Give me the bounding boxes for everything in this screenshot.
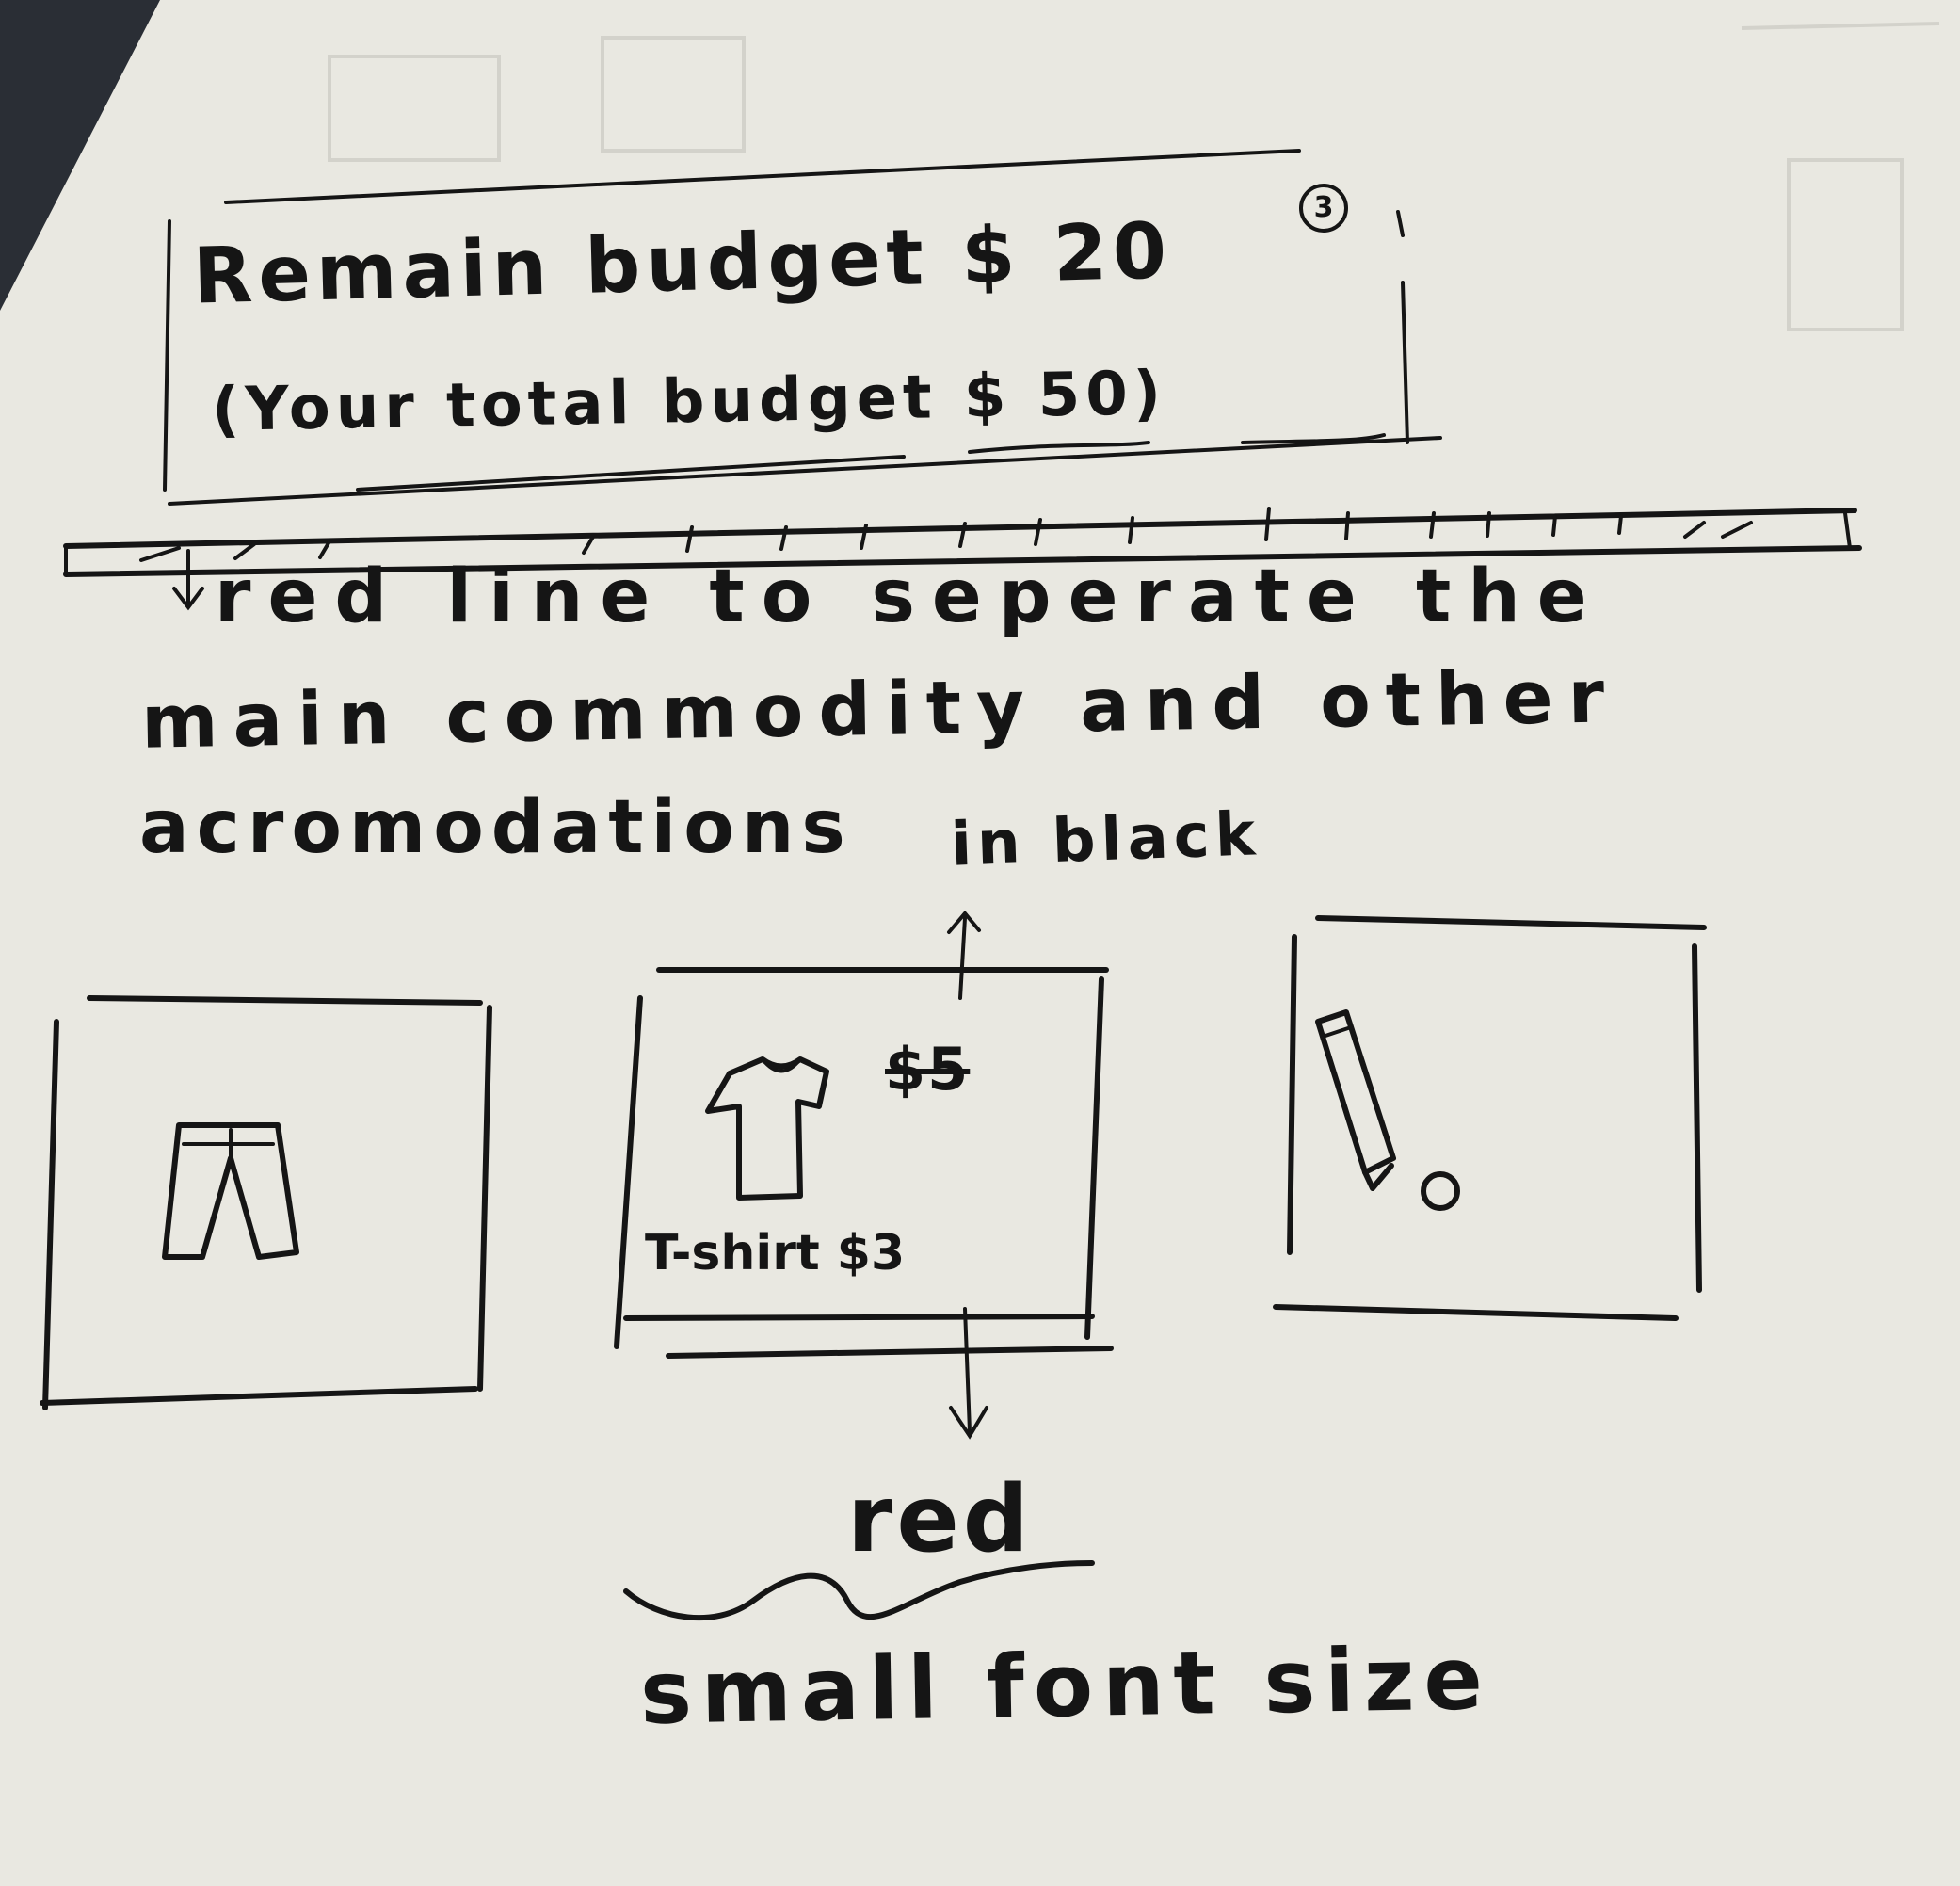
separator-red-line bbox=[63, 507, 1862, 611]
product-card-pencil[interactable] bbox=[1273, 915, 1707, 1321]
divider-note-line1: red line to seperate the bbox=[215, 555, 1604, 639]
total-budget-text: (Your total budget $ 50) bbox=[211, 359, 1167, 445]
arrow-to-red-note bbox=[949, 1307, 988, 1440]
product-card-pants[interactable] bbox=[40, 995, 492, 1410]
eraser-icon bbox=[1421, 1171, 1460, 1211]
pencil-icon bbox=[1315, 1009, 1396, 1191]
arrow-to-price bbox=[947, 910, 981, 1000]
divider-note-line3: acromodations bbox=[139, 785, 853, 870]
budget-underlines bbox=[356, 433, 1386, 492]
original-price: $5 bbox=[885, 1035, 971, 1104]
price-color-note: in black bbox=[949, 799, 1262, 880]
show-through-marks bbox=[328, 22, 1940, 331]
tshirt-icon bbox=[705, 1056, 829, 1201]
step-marker: 3 bbox=[1299, 184, 1348, 233]
label-size-note: small font size bbox=[639, 1628, 1493, 1744]
label-color-note: red bbox=[847, 1466, 1033, 1573]
pants-icon bbox=[162, 1122, 299, 1260]
wavy-underline bbox=[623, 1560, 1095, 1621]
product-card-tshirt[interactable] bbox=[614, 967, 1114, 1359]
budget-box-frame bbox=[163, 149, 1442, 506]
tshirt-price-label: T-shirt $3 bbox=[645, 1225, 906, 1282]
